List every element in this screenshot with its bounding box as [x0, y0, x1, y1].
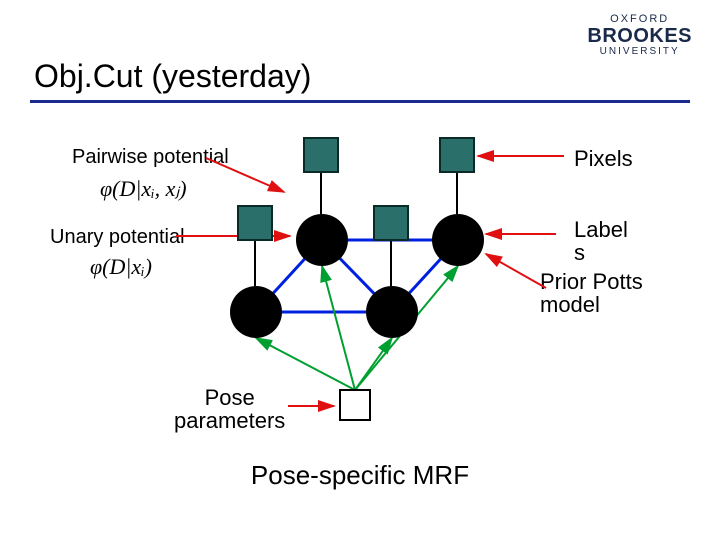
edges-unary: [255, 172, 457, 286]
slide-root: { "logo": { "top": "OXFORD", "mid": "BRO…: [0, 0, 720, 540]
label-node: [230, 286, 282, 338]
logo-top: OXFORD: [587, 14, 692, 26]
mrf-diagram: [0, 120, 720, 460]
pose-param-node: [340, 390, 370, 420]
label-node: [296, 214, 348, 266]
logo-middle: BROOKES: [587, 26, 692, 47]
slide-title: Obj.Cut (yesterday): [34, 58, 311, 95]
logo-bottom: UNIVERSITY: [587, 47, 692, 58]
pixel-node: [374, 206, 408, 240]
title-rule: [30, 100, 690, 103]
theta-node: [340, 390, 370, 420]
label-node: [366, 286, 418, 338]
edges-pose: [256, 266, 458, 390]
pixel-node: [440, 138, 474, 172]
logo: OXFORD BROOKES UNIVERSITY: [587, 14, 692, 57]
pixel-node: [304, 138, 338, 172]
slide-caption: Pose-specific MRF: [0, 460, 720, 491]
pixel-node: [238, 206, 272, 240]
label-node: [432, 214, 484, 266]
